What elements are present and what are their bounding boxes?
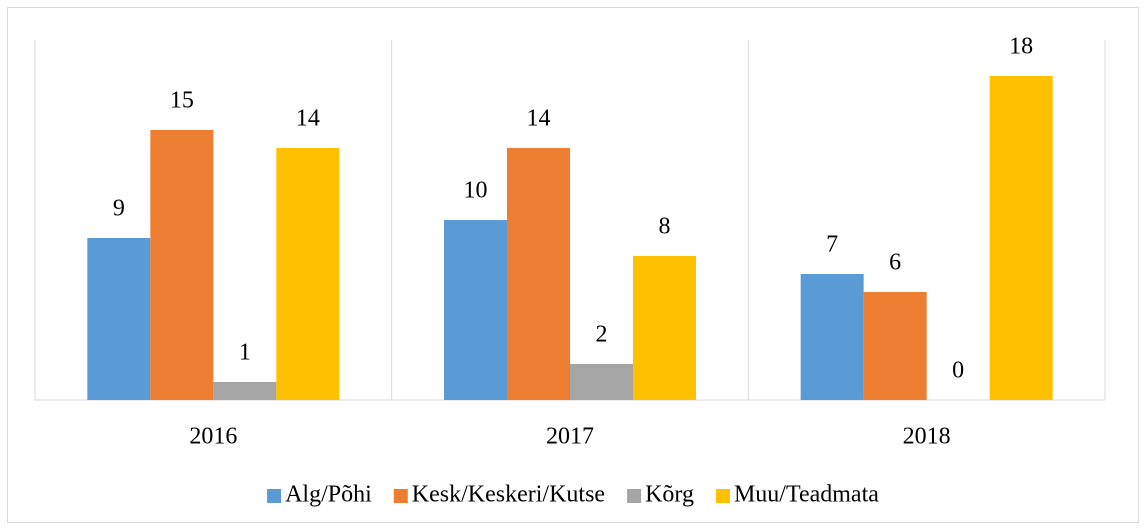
legend-swatch: [393, 489, 408, 503]
bar: [800, 274, 864, 400]
data-label: 0: [952, 358, 964, 384]
bar: [276, 148, 340, 400]
data-label: 6: [889, 250, 901, 276]
legend-swatch: [267, 489, 282, 503]
bar: [863, 292, 927, 400]
legend-label: Kõrg: [645, 482, 694, 508]
bar: [989, 76, 1053, 400]
data-label: 7: [826, 232, 838, 258]
legend-label: Kesk/Keskeri/Kutse: [412, 482, 605, 508]
bar: [570, 364, 633, 400]
bar: [444, 220, 507, 400]
bar: [633, 256, 696, 400]
bar: [150, 130, 214, 400]
data-label: 1: [239, 340, 251, 366]
data-label: 14: [527, 106, 551, 132]
data-label: 2: [596, 322, 608, 348]
data-label: 10: [464, 178, 488, 204]
data-label: 14: [296, 106, 320, 132]
x-tick-label: 2018: [903, 424, 951, 450]
legend-swatch: [715, 489, 730, 503]
legend-label: Alg/Põhi: [285, 482, 372, 508]
bar: [87, 238, 151, 400]
data-label: 8: [659, 214, 671, 240]
legend-swatch: [627, 489, 642, 503]
x-tick-label: 2017: [546, 424, 594, 450]
data-label: 9: [113, 196, 125, 222]
legend-label: Muu/Teadmata: [734, 482, 879, 508]
bar: [213, 382, 277, 400]
data-label: 15: [170, 88, 194, 114]
x-tick-label: 2016: [189, 424, 237, 450]
data-label: 18: [1009, 34, 1033, 60]
bar: [507, 148, 570, 400]
